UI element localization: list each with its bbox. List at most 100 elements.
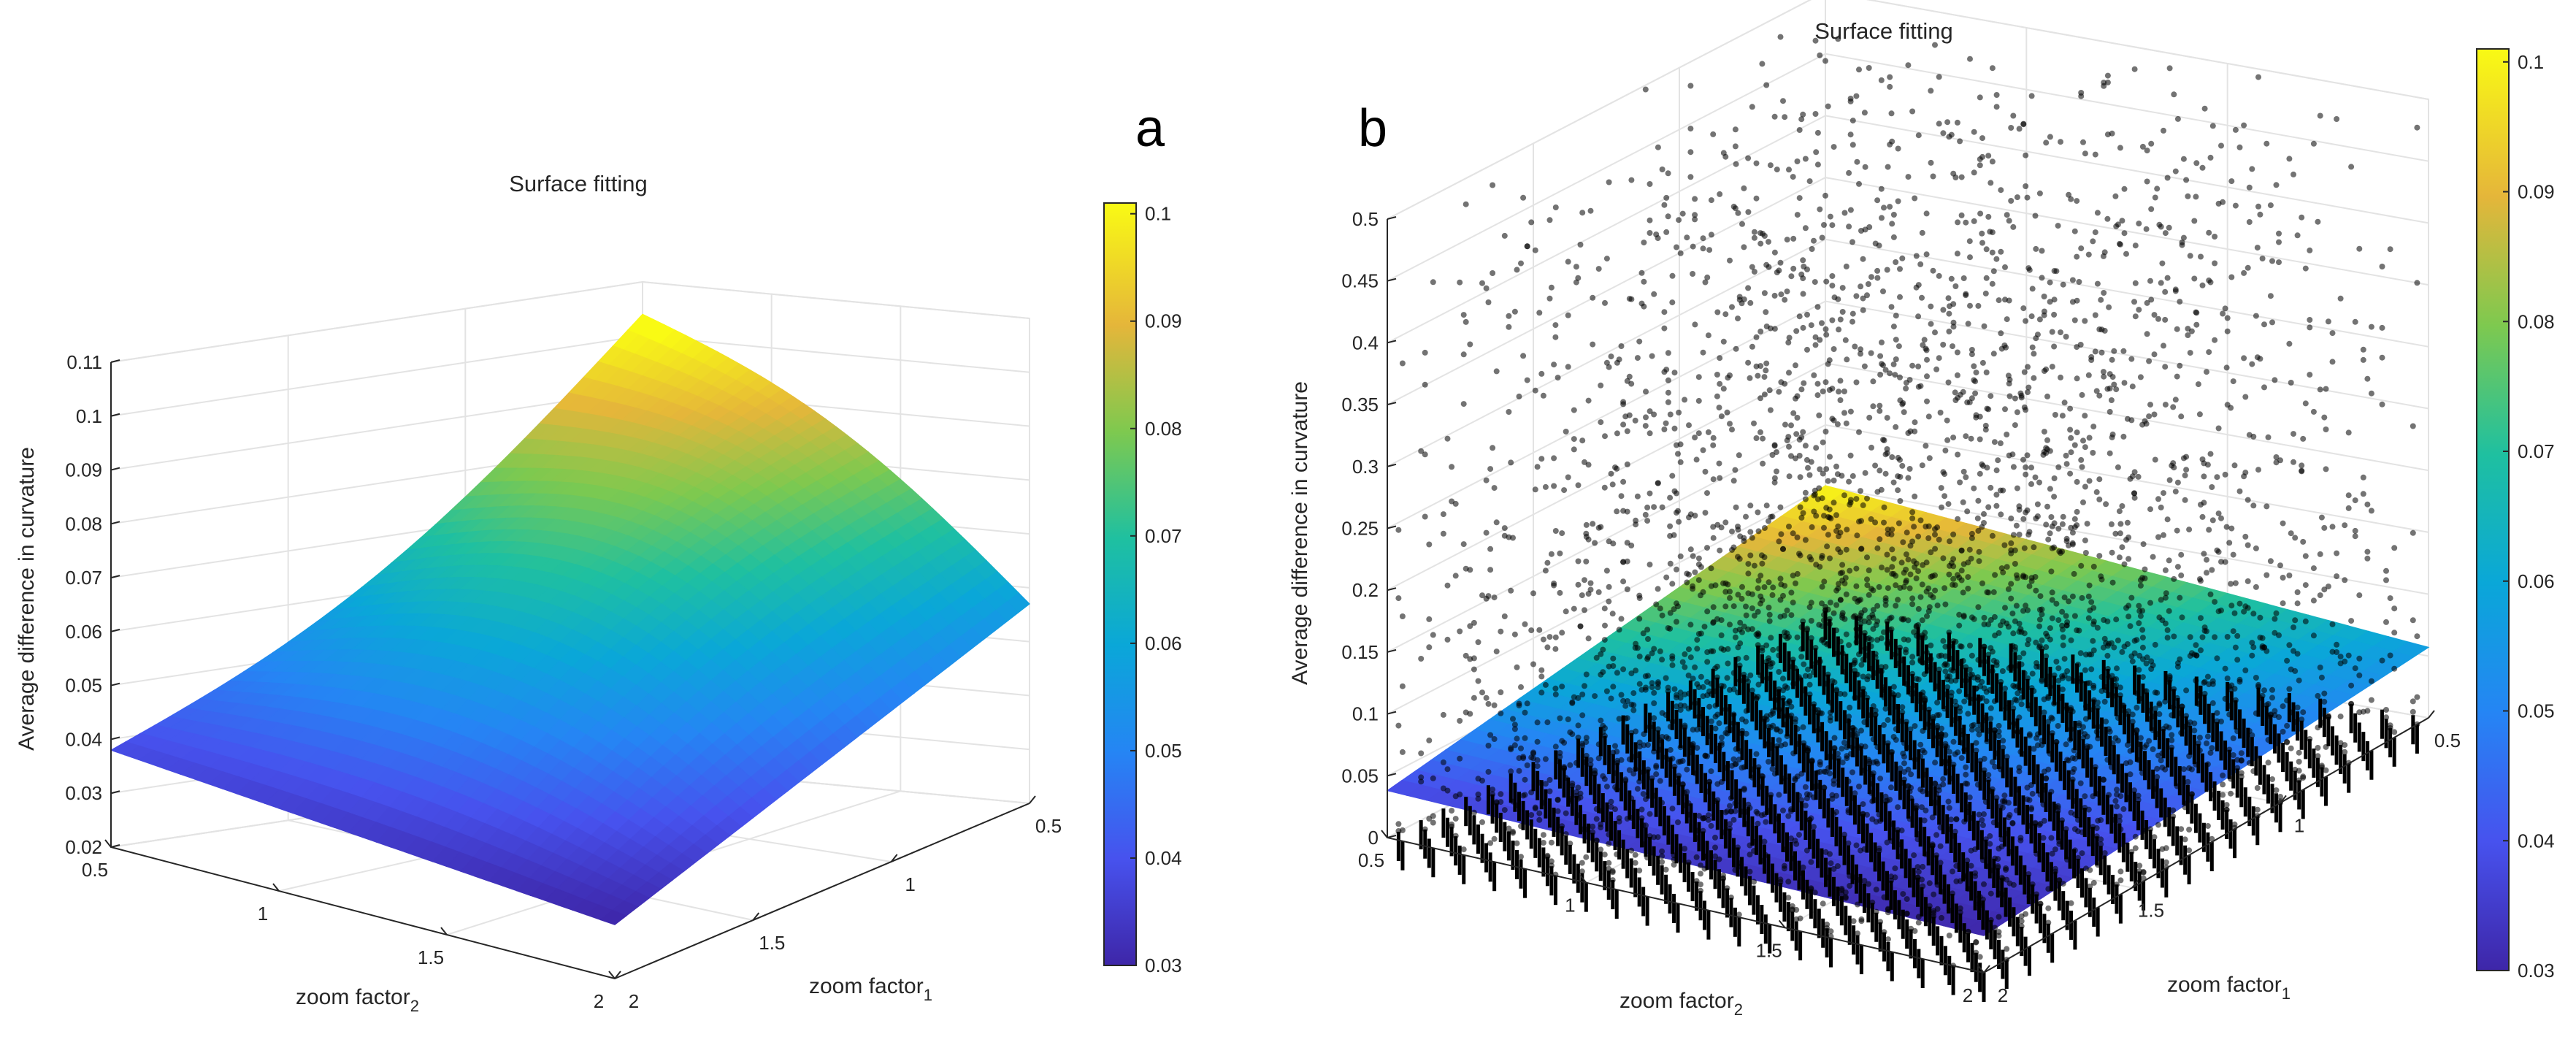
data-point — [1866, 567, 1872, 573]
panel-a-colorbar — [1103, 202, 1137, 966]
data-point — [1606, 583, 1612, 590]
data-point — [1430, 819, 1436, 826]
data-point — [1485, 743, 1492, 749]
colorbar-tick-label: 0.06 — [1145, 632, 1182, 654]
data-point — [1704, 545, 1710, 551]
data-point — [1930, 267, 1936, 274]
data-point — [1422, 381, 1428, 388]
data-point — [1829, 416, 1836, 422]
data-point — [1657, 648, 1663, 654]
data-point — [1567, 762, 1573, 768]
z-tick-label: 0.02 — [65, 836, 102, 858]
data-point — [1971, 169, 1977, 176]
data-point — [1663, 675, 1669, 681]
data-point — [1585, 462, 1592, 468]
data-point — [1930, 594, 1936, 600]
data-point — [1565, 259, 1571, 265]
data-point — [1498, 710, 1504, 716]
data-point — [1860, 307, 1866, 313]
data-point — [1837, 691, 1844, 697]
data-point — [1771, 326, 1778, 332]
data-point — [2014, 485, 2020, 491]
colorbar-tick-label: 0.08 — [1145, 418, 1182, 440]
data-point — [1555, 758, 1561, 765]
data-point — [1878, 185, 1885, 192]
data-point — [1813, 149, 1820, 156]
data-point — [1733, 504, 1739, 510]
data-point — [1843, 263, 1849, 269]
data-point — [1965, 574, 1971, 581]
data-point — [2014, 409, 2020, 416]
data-point — [1722, 765, 1729, 771]
data-point — [1893, 356, 1899, 362]
data-point — [1786, 443, 1792, 450]
data-point — [1739, 629, 1745, 635]
data-point — [1651, 792, 1657, 799]
data-point — [1620, 666, 1627, 673]
data-point — [1508, 587, 1514, 594]
data-point — [1735, 554, 1741, 560]
data-point — [1565, 312, 1571, 318]
data-point — [1514, 267, 1520, 273]
data-point — [1793, 395, 1798, 402]
data-point — [1870, 378, 1877, 385]
data-point — [1766, 759, 1771, 765]
data-point — [1708, 822, 1714, 829]
data-point — [1710, 619, 1717, 625]
data-point — [1852, 790, 1858, 797]
data-point — [1841, 616, 1848, 622]
data-point — [1817, 762, 1823, 768]
data-point — [1430, 632, 1436, 638]
data-point — [1702, 468, 1709, 475]
data-point — [1823, 681, 1830, 687]
data-point — [1610, 540, 1617, 547]
data-point — [1796, 792, 1802, 799]
data-point — [2020, 121, 2027, 128]
data-point — [1548, 839, 1555, 846]
data-point — [1701, 865, 1708, 872]
data-point — [1983, 370, 1990, 375]
data-point — [1490, 270, 1496, 276]
data-point — [1449, 821, 1455, 827]
data-point — [1737, 748, 1744, 754]
data-point — [2000, 738, 2006, 744]
data-point — [1944, 119, 1951, 126]
data-point — [1655, 144, 1661, 150]
data-point — [1798, 116, 1805, 123]
data-point — [1644, 504, 1651, 510]
data-point — [1609, 611, 1616, 617]
data-point — [1957, 479, 1963, 486]
data-point — [1727, 589, 1733, 595]
data-point — [1669, 806, 1676, 812]
data-point — [1862, 743, 1868, 750]
data-point — [1732, 126, 1739, 133]
data-point — [1887, 83, 1893, 90]
data-point — [1602, 433, 1608, 440]
data-point — [1661, 309, 1668, 315]
data-point — [1757, 395, 1763, 402]
data-point — [1893, 313, 1899, 319]
data-point — [1860, 502, 1866, 508]
data-point — [1730, 756, 1737, 762]
data-point — [1958, 547, 1965, 554]
data-point — [1864, 292, 1870, 299]
data-point — [1944, 437, 1951, 443]
data-point — [1608, 695, 1614, 702]
data-point — [1940, 555, 1947, 562]
data-point — [1757, 240, 1764, 247]
data-point — [1819, 234, 1825, 241]
data-point — [1579, 860, 1585, 866]
data-point — [1636, 778, 1643, 785]
data-point — [2016, 621, 2023, 627]
data-point — [1640, 769, 1647, 776]
data-point — [1659, 612, 1665, 619]
data-point — [1809, 524, 1815, 530]
data-point — [1647, 811, 1653, 817]
data-point — [1885, 716, 1891, 723]
data-point — [1771, 249, 1778, 256]
data-point — [1471, 694, 1477, 701]
data-point — [1632, 860, 1638, 866]
data-point — [1644, 656, 1651, 662]
data-point — [1675, 508, 1681, 514]
data-point — [1538, 370, 1545, 377]
